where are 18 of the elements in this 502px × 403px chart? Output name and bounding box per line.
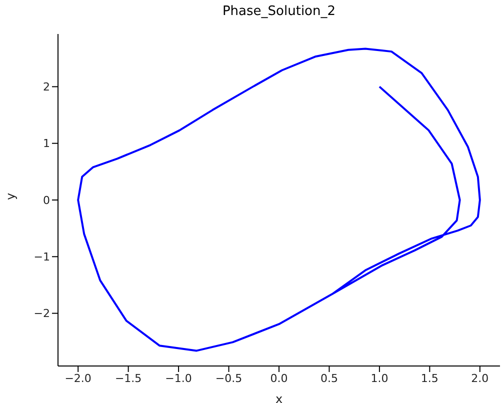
x-tick-label: 1.5 <box>420 372 438 385</box>
y-tick-label: 1 <box>43 137 50 150</box>
x-tick-label: 2.0 <box>471 372 489 385</box>
y-axis-title: y <box>3 192 18 200</box>
x-tick-label: −2.0 <box>64 372 92 385</box>
y-tick-label: 0 <box>43 194 50 207</box>
x-tick-label: 0.0 <box>270 372 288 385</box>
chart-title: Phase_Solution_2 <box>221 4 337 19</box>
x-tick-label: 0.5 <box>320 372 338 385</box>
x-tick-label: −0.5 <box>215 372 242 385</box>
line-series <box>77 48 481 352</box>
x-tick-label: −1.0 <box>165 372 192 385</box>
y-tick-label: 2 <box>43 80 50 94</box>
x-tick-label: −1.5 <box>114 372 142 385</box>
y-tick-label: −1 <box>34 250 50 264</box>
x-tick-label: 1.0 <box>370 372 388 385</box>
y-tick-label: −2 <box>34 307 50 320</box>
x-axis-title: x <box>275 392 283 403</box>
